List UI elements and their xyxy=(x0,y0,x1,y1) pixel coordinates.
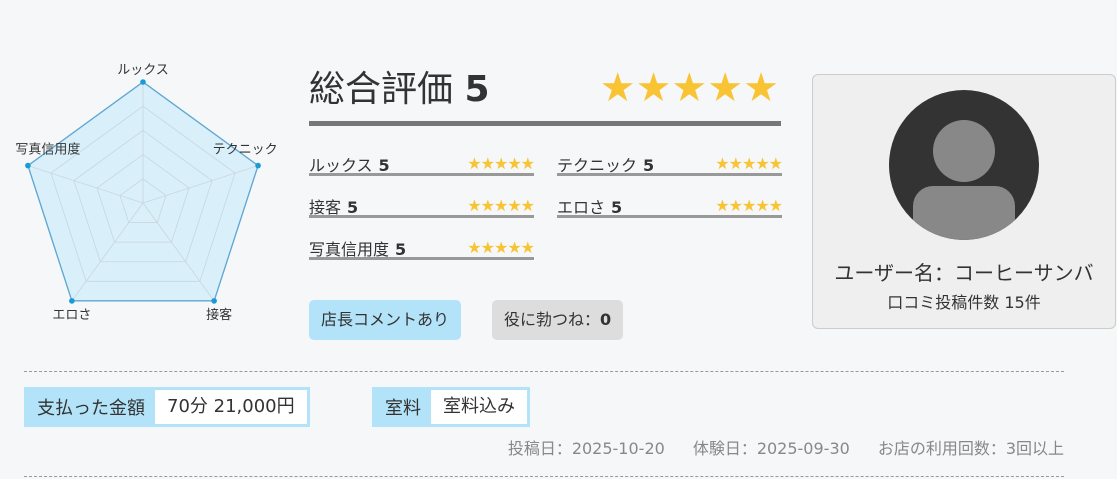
divider xyxy=(24,476,1064,477)
radar-grid-ring xyxy=(50,105,236,282)
item-score: 5 xyxy=(643,156,655,175)
room-label: 室料 xyxy=(385,398,421,419)
rating-item-photo: 写真信用度 5 ★★★★★ xyxy=(309,230,535,260)
manager-comment-button[interactable]: 店長コメントあり xyxy=(309,300,462,340)
helpful-label: 役に勃つね： xyxy=(504,310,601,329)
review-meta: 投稿日：2025-10-20 体験日：2025-09-30 お店の利用回数：3回以上 xyxy=(480,435,1064,459)
item-stars: ★★★★★ xyxy=(467,154,535,173)
overall-rating: 総合評価 5 ★★★★★ xyxy=(309,66,781,126)
overall-score: 5 xyxy=(464,69,490,110)
rating-item-looks: ルックス 5 ★★★★★ xyxy=(309,146,535,176)
divider xyxy=(24,371,1064,372)
radar-grid-ring xyxy=(96,154,190,243)
item-label: テクニック xyxy=(557,156,638,175)
visit-date: 体験日：2025-09-30 xyxy=(692,439,850,458)
item-label: 写真信用度 xyxy=(309,240,390,259)
radar-point xyxy=(255,162,261,169)
radar-axis-label: テクニック xyxy=(213,143,278,158)
payment-tag: 支払った金額 70分 21,000円 xyxy=(24,387,310,427)
overall-stars: ★★★★★ xyxy=(599,65,779,111)
room-value: 室料込み xyxy=(431,390,527,424)
overall-label: 総合評価 xyxy=(309,69,454,110)
user-name[interactable]: ユーザー名：コーヒーサンバ xyxy=(834,261,1094,285)
payment-label: 支払った金額 xyxy=(37,398,145,419)
radar-axis-line xyxy=(71,202,144,302)
posted-date: 投稿日：2025-10-20 xyxy=(507,439,665,458)
avatar[interactable] xyxy=(889,90,1039,240)
item-stars: ★★★★★ xyxy=(467,196,535,215)
item-score: 5 xyxy=(347,198,359,217)
helpful-count: 0 xyxy=(600,310,612,329)
item-stars: ★★★★★ xyxy=(467,238,535,257)
overall-title: 総合評価 5 xyxy=(309,66,490,114)
item-label: ルックス xyxy=(309,156,373,175)
item-score: 5 xyxy=(395,240,407,259)
item-label: 接客 xyxy=(309,198,342,217)
room-tag: 室料 室料込み xyxy=(372,387,530,427)
item-label: エロさ xyxy=(557,198,606,217)
radar-axis-line xyxy=(27,165,144,204)
radar-outline xyxy=(27,81,259,302)
item-stars: ★★★★★ xyxy=(715,196,783,215)
radar-axis-label: 接客 xyxy=(206,307,232,323)
radar-axis-label: エロさ xyxy=(52,308,91,323)
radar-axis-label: 写真信用度 xyxy=(15,142,80,158)
item-stars: ★★★★★ xyxy=(715,154,783,173)
payment-value: 70分 21,000円 xyxy=(155,390,307,424)
rating-item-ero: エロさ 5 ★★★★★ xyxy=(557,188,783,218)
rating-item-service: 接客 5 ★★★★★ xyxy=(309,188,535,218)
radar-axis-line xyxy=(142,165,259,204)
radar-point xyxy=(211,298,217,304)
item-score: 5 xyxy=(611,198,623,217)
user-card: ユーザー名：コーヒーサンバ 口コミ投稿件数 15件 xyxy=(812,74,1116,329)
radar-grid-ring xyxy=(73,129,213,263)
rating-item-technique: テクニック 5 ★★★★★ xyxy=(557,146,783,176)
radar-grid-ring xyxy=(119,178,167,223)
radar-point xyxy=(25,162,31,169)
radar-point xyxy=(140,79,146,85)
helpful-button[interactable]: 役に勃つね：0 xyxy=(492,300,624,340)
review-count: 口コミ投稿件数 15件 xyxy=(887,293,1041,312)
radar-axis-line xyxy=(142,202,215,302)
item-score: 5 xyxy=(378,156,390,175)
radar-point xyxy=(69,298,75,304)
radar-axis-label: ルックス xyxy=(117,63,169,78)
visit-count: お店の利用回数：3回以上 xyxy=(877,439,1064,458)
